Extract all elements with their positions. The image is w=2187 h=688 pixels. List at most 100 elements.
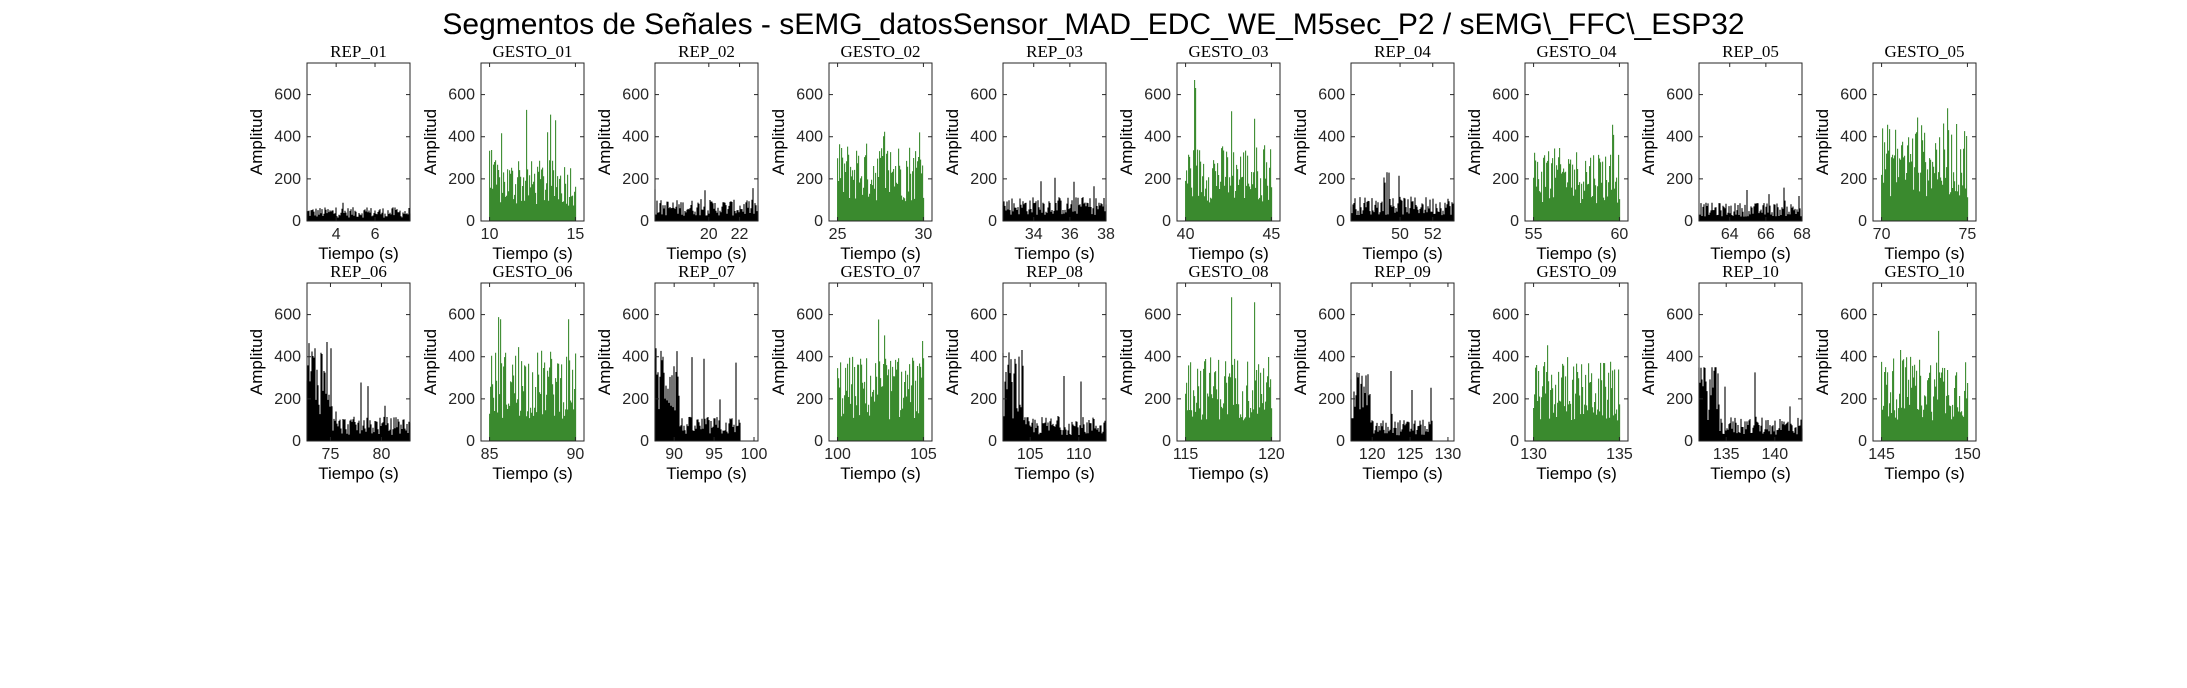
y-axis-label: Amplitud xyxy=(247,109,266,175)
signal-trace xyxy=(306,342,411,441)
x-tick-label: 75 xyxy=(322,446,340,463)
x-tick-label: 55 xyxy=(1525,226,1543,243)
y-tick-label: 600 xyxy=(970,307,997,324)
axes-box xyxy=(1176,62,1281,222)
y-axis-label: Amplitud xyxy=(247,329,266,395)
x-tick-label: 135 xyxy=(1606,446,1633,463)
axes-box xyxy=(1698,62,1803,222)
y-tick-label: 0 xyxy=(988,433,997,450)
y-tick-label: 400 xyxy=(1666,129,1693,146)
y-tick-label: 600 xyxy=(448,87,475,104)
y-tick-label: 0 xyxy=(640,433,649,450)
y-tick-label: 400 xyxy=(448,349,475,366)
subplot-title: GESTO_10 xyxy=(1885,262,1965,281)
signal-trace xyxy=(1533,124,1621,221)
y-axis-label: Amplitud xyxy=(1291,329,1310,395)
x-tick-label: 80 xyxy=(373,446,391,463)
x-axis-label: Tiempo (s) xyxy=(840,464,921,483)
x-tick-label: 135 xyxy=(1713,446,1740,463)
axes-box xyxy=(1872,282,1977,442)
figure-title: Segmentos de Señales - sEMG_datosSensor_… xyxy=(442,8,1745,41)
x-axis-label: Tiempo (s) xyxy=(318,244,399,263)
y-tick-label: 200 xyxy=(448,391,475,408)
y-tick-label: 0 xyxy=(814,213,823,230)
subplot-title: REP_03 xyxy=(1026,42,1083,61)
x-tick-label: 20 xyxy=(700,226,718,243)
y-tick-label: 400 xyxy=(796,349,823,366)
y-tick-label: 400 xyxy=(970,129,997,146)
y-tick-label: 600 xyxy=(1840,87,1867,104)
subplot-title: GESTO_02 xyxy=(841,42,921,61)
y-axis-label: Amplitud xyxy=(1465,109,1484,175)
x-tick-label: 45 xyxy=(1263,226,1281,243)
x-tick-label: 38 xyxy=(1097,226,1115,243)
subplot-title: GESTO_05 xyxy=(1885,42,1965,61)
y-axis-label: Amplitud xyxy=(1465,329,1484,395)
y-tick-label: 400 xyxy=(1492,349,1519,366)
y-tick-label: 200 xyxy=(1492,391,1519,408)
axes-box xyxy=(1002,62,1107,222)
signal-trace xyxy=(1881,108,1969,221)
y-tick-label: 600 xyxy=(1840,307,1867,324)
x-tick-label: 105 xyxy=(910,446,937,463)
signal-trace xyxy=(1350,172,1455,221)
y-axis-label: Amplitud xyxy=(1813,329,1832,395)
x-tick-label: 66 xyxy=(1757,226,1775,243)
y-tick-label: 600 xyxy=(1144,307,1171,324)
x-tick-label: 105 xyxy=(1017,446,1044,463)
x-tick-label: 90 xyxy=(665,446,683,463)
subplot-title: REP_02 xyxy=(678,42,735,61)
y-tick-label: 0 xyxy=(814,433,823,450)
x-axis-label: Tiempo (s) xyxy=(1188,464,1269,483)
subplot-title: REP_08 xyxy=(1026,262,1083,281)
y-tick-label: 0 xyxy=(466,213,475,230)
y-tick-label: 400 xyxy=(1492,129,1519,146)
y-axis-label: Amplitud xyxy=(1639,109,1658,175)
y-tick-label: 400 xyxy=(796,129,823,146)
subplot-title: GESTO_04 xyxy=(1537,42,1617,61)
signal-trace xyxy=(1698,187,1803,221)
y-tick-label: 600 xyxy=(1318,87,1345,104)
y-tick-label: 0 xyxy=(1858,213,1867,230)
axes-box xyxy=(654,282,759,442)
y-tick-label: 200 xyxy=(796,171,823,188)
y-tick-label: 600 xyxy=(796,87,823,104)
y-tick-label: 400 xyxy=(1144,349,1171,366)
axes-box xyxy=(1350,62,1455,222)
y-tick-label: 0 xyxy=(1684,213,1693,230)
x-tick-label: 140 xyxy=(1761,446,1788,463)
y-axis-label: Amplitud xyxy=(421,109,440,175)
x-tick-label: 70 xyxy=(1873,226,1891,243)
y-tick-label: 600 xyxy=(970,87,997,104)
y-axis-label: Amplitud xyxy=(943,109,962,175)
signal-trace xyxy=(1881,330,1969,441)
y-tick-label: 0 xyxy=(988,213,997,230)
x-tick-label: 34 xyxy=(1025,226,1043,243)
x-axis-label: Tiempo (s) xyxy=(666,464,747,483)
axes-box xyxy=(828,62,933,222)
y-tick-label: 400 xyxy=(1318,349,1345,366)
x-tick-label: 64 xyxy=(1721,226,1739,243)
x-tick-label: 10 xyxy=(481,226,499,243)
x-tick-label: 36 xyxy=(1061,226,1079,243)
x-tick-label: 100 xyxy=(741,446,768,463)
y-tick-label: 400 xyxy=(1840,129,1867,146)
x-axis-label: Tiempo (s) xyxy=(1014,464,1095,483)
subplot-title: REP_10 xyxy=(1722,262,1779,281)
signal-trace xyxy=(1698,367,1803,441)
x-tick-label: 95 xyxy=(705,446,723,463)
y-axis-label: Amplitud xyxy=(1291,109,1310,175)
x-tick-label: 130 xyxy=(1520,446,1547,463)
x-tick-label: 4 xyxy=(332,226,341,243)
y-tick-label: 200 xyxy=(1492,171,1519,188)
y-axis-label: Amplitud xyxy=(1117,109,1136,175)
signal-trace xyxy=(489,109,577,221)
